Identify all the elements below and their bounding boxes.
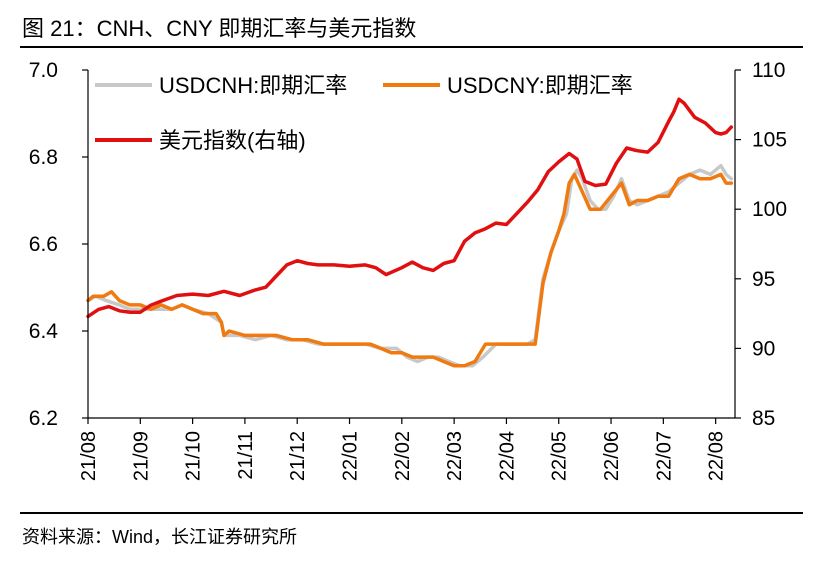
x-tick-label: 22/01 xyxy=(340,431,362,481)
x-tick-label: 22/07 xyxy=(653,431,675,481)
legend-label-1: USDCNY:即期汇率 xyxy=(447,73,633,98)
chart-canvas: 7.0 6.8 6.6 6.4 6.2 110 105 100 95 90 85 21/08 21/09… xyxy=(29,59,787,481)
x-tick-label: 22/03 xyxy=(444,431,466,481)
source-note: 资料来源：Wind，长江证券研究所 xyxy=(22,527,298,547)
y-right-tick-label: 100 xyxy=(752,198,787,221)
y-right-tick-label: 95 xyxy=(752,268,775,291)
x-tick-label: 22/05 xyxy=(549,431,571,481)
x-tick-label: 22/06 xyxy=(601,431,623,481)
x-tick-label: 21/09 xyxy=(130,431,152,481)
y-left-tick-label: 6.6 xyxy=(29,233,58,256)
y-left-tick-label: 6.8 xyxy=(29,146,58,169)
series-line-0 xyxy=(86,163,734,368)
y-right-tick-label: 90 xyxy=(752,337,775,360)
y-right-tick-label: 85 xyxy=(752,407,775,430)
series-layer xyxy=(86,97,734,368)
axes-layer: 7.0 6.8 6.6 6.4 6.2 110 105 100 95 90 85 21/08 21/09… xyxy=(29,59,787,481)
x-tick-label: 21/08 xyxy=(78,431,100,481)
source-rule xyxy=(20,512,803,514)
x-tick-label: 21/10 xyxy=(183,431,205,481)
y-left-tick-label: 6.2 xyxy=(29,407,58,430)
title-rule xyxy=(20,46,803,48)
y-left-tick-label: 6.4 xyxy=(29,320,59,343)
x-tick-label: 22/08 xyxy=(706,431,728,481)
x-tick-label: 22/02 xyxy=(392,431,414,481)
legend-label-2: 美元指数(右轴) xyxy=(159,128,306,153)
x-tick-label: 22/04 xyxy=(496,431,518,481)
figure-title: 图 21：CNH、CNY 即期汇率与美元指数 xyxy=(22,16,417,41)
y-right-tick-label: 105 xyxy=(752,129,787,152)
x-tick-label: 21/12 xyxy=(287,431,309,481)
y-right-tick-label: 110 xyxy=(752,59,785,82)
legend-label-0: USDCNH:即期汇率 xyxy=(159,73,347,98)
y-left-tick-label: 7.0 xyxy=(29,59,58,82)
series-line-2 xyxy=(86,97,734,319)
x-tick-label: 21/11 xyxy=(235,431,257,480)
series-line-1 xyxy=(86,172,734,368)
